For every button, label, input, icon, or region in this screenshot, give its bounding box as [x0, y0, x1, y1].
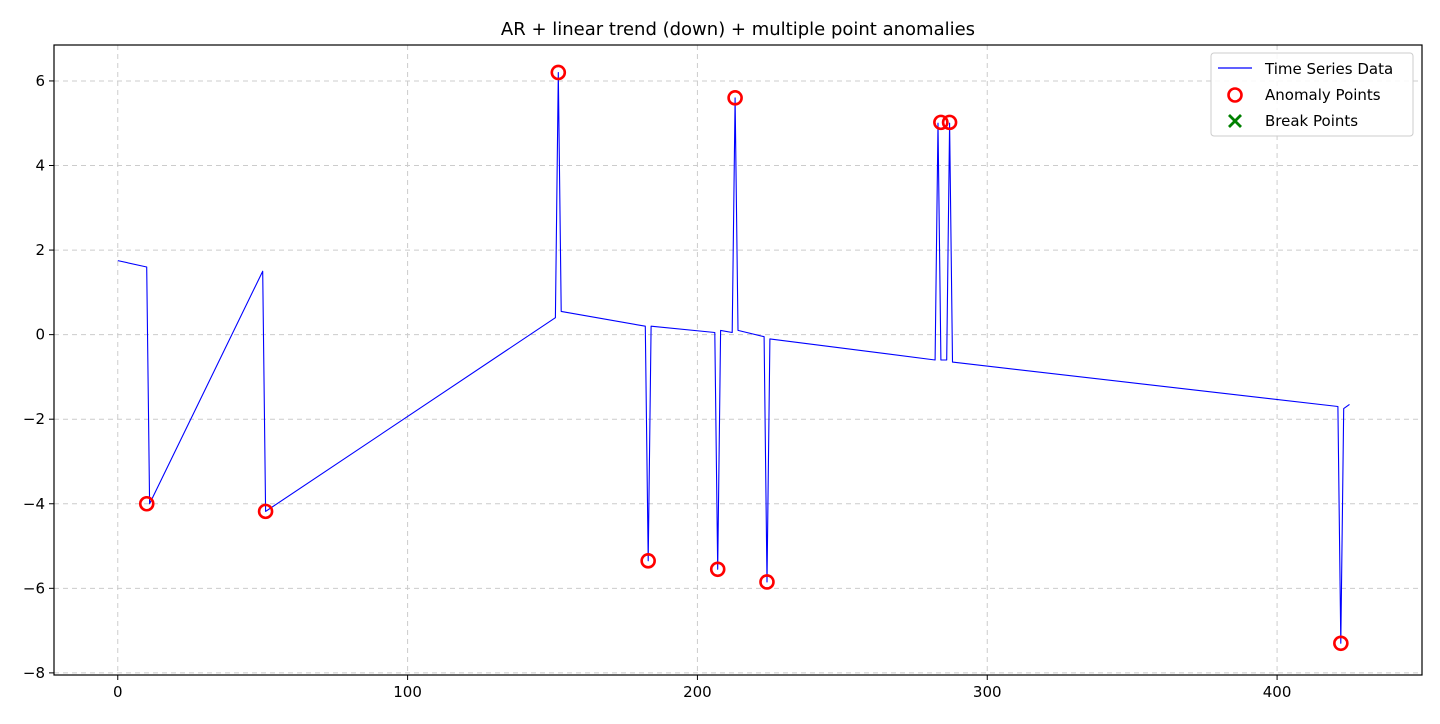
- x-tick-label: 0: [113, 683, 123, 701]
- anomaly-point: [138, 495, 155, 512]
- anomaly-point: [257, 503, 274, 520]
- anomaly-point: [709, 561, 726, 578]
- y-tick-label: 2: [35, 241, 45, 259]
- x-tick-label: 200: [683, 683, 712, 701]
- legend-break-swatch: [1228, 114, 1242, 128]
- x-tick-label: 100: [393, 683, 422, 701]
- y-tick-label: 0: [35, 326, 45, 344]
- x-tick-label: 400: [1263, 683, 1292, 701]
- chart-title: AR + linear trend (down) + multiple poin…: [501, 19, 975, 40]
- plot-frame: [53, 44, 1423, 676]
- y-tick-label: 6: [35, 72, 45, 90]
- y-tick-label: −6: [23, 579, 45, 597]
- legend-anomaly-swatch: [1227, 87, 1243, 103]
- anomaly-point: [550, 64, 567, 81]
- y-tick-label: 4: [35, 157, 45, 175]
- anomaly-point: [933, 114, 949, 131]
- legend-box: [1210, 52, 1414, 137]
- legend-label-anomaly: Anomaly Points: [1265, 86, 1381, 104]
- anomaly-point: [640, 553, 656, 569]
- anomaly-point: [759, 574, 775, 590]
- y-tick-label: −2: [23, 410, 45, 428]
- grid-lines: [54, 45, 1422, 675]
- anomaly-point: [727, 90, 743, 106]
- x-tick-label: 300: [973, 683, 1002, 701]
- plot-series: [117, 64, 1350, 652]
- legend: Time Series Data Anomaly Points Break Poin…: [1210, 52, 1414, 137]
- anomaly-point: [1333, 635, 1349, 652]
- anomaly-point: [941, 114, 958, 131]
- y-tick-label: −4: [23, 495, 45, 513]
- time-series-line: [117, 71, 1350, 644]
- axis-ticks: 0 100 200 300 400 −8 −6 −4 −2 0 2 4 6: [23, 72, 1292, 701]
- legend-label-time-series: Time Series Data: [1264, 60, 1393, 78]
- y-tick-label: −8: [23, 664, 45, 682]
- legend-label-break: Break Points: [1265, 112, 1358, 130]
